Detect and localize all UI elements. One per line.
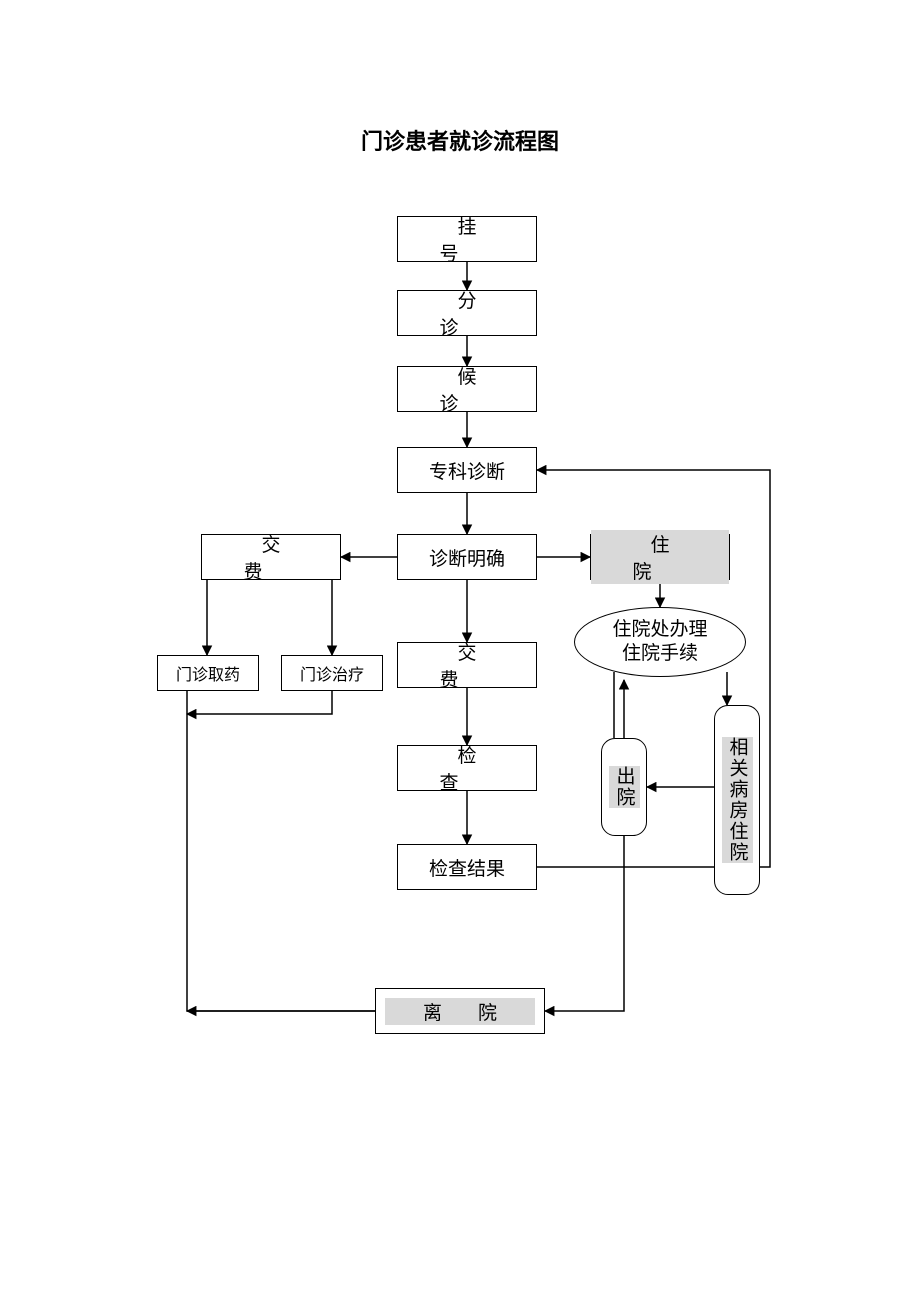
node-label: 检查 [398,741,536,795]
node-label: 分诊 [398,286,536,340]
node-label: 诊断明确 [429,544,505,571]
node-label: 相关病房住院 [722,737,753,863]
node-wait: 候诊 [397,366,537,412]
node-label: 住院处办理住院手续 [612,618,707,666]
node-hospital: 住院 [590,534,730,580]
node-check: 检查 [397,745,537,791]
node-label: 门诊取药 [176,661,240,685]
edge-13 [187,691,332,714]
node-label: 交费 [202,530,340,584]
node-label: 门诊治疗 [300,661,364,685]
node-pay_mid: 交费 [397,642,537,688]
node-triage: 分诊 [397,290,537,336]
node-discharge: 出院 [601,738,647,836]
node-ward: 相关病房住院 [714,705,760,895]
node-label: 出院 [609,766,640,808]
node-label: 专科诊断 [429,457,505,484]
node-label: 挂号 [398,212,536,266]
node-label: 住院 [591,530,729,584]
node-result: 检查结果 [397,844,537,890]
node-label: 检查结果 [429,854,505,881]
node-admit_office: 住院处办理住院手续 [574,607,746,677]
node-leave: 离院 [375,988,545,1034]
node-label: 候诊 [398,362,536,416]
page-title: 门诊患者就诊流程图 [0,124,920,156]
node-label: 交费 [398,638,536,692]
node-label: 离院 [385,998,535,1025]
node-pay_left: 交费 [201,534,341,580]
node-diagnosis: 诊断明确 [397,534,537,580]
node-pharmacy: 门诊取药 [157,655,259,691]
node-register: 挂号 [397,216,537,262]
flowchart-canvas: 门诊患者就诊流程图 挂号分诊候诊专科诊断诊断明确交费住院交费门诊取药门诊治疗检查… [0,0,920,1302]
node-specialist: 专科诊断 [397,447,537,493]
edge-12 [187,691,375,1011]
edge-19 [545,836,624,1011]
node-outpatient: 门诊治疗 [281,655,383,691]
